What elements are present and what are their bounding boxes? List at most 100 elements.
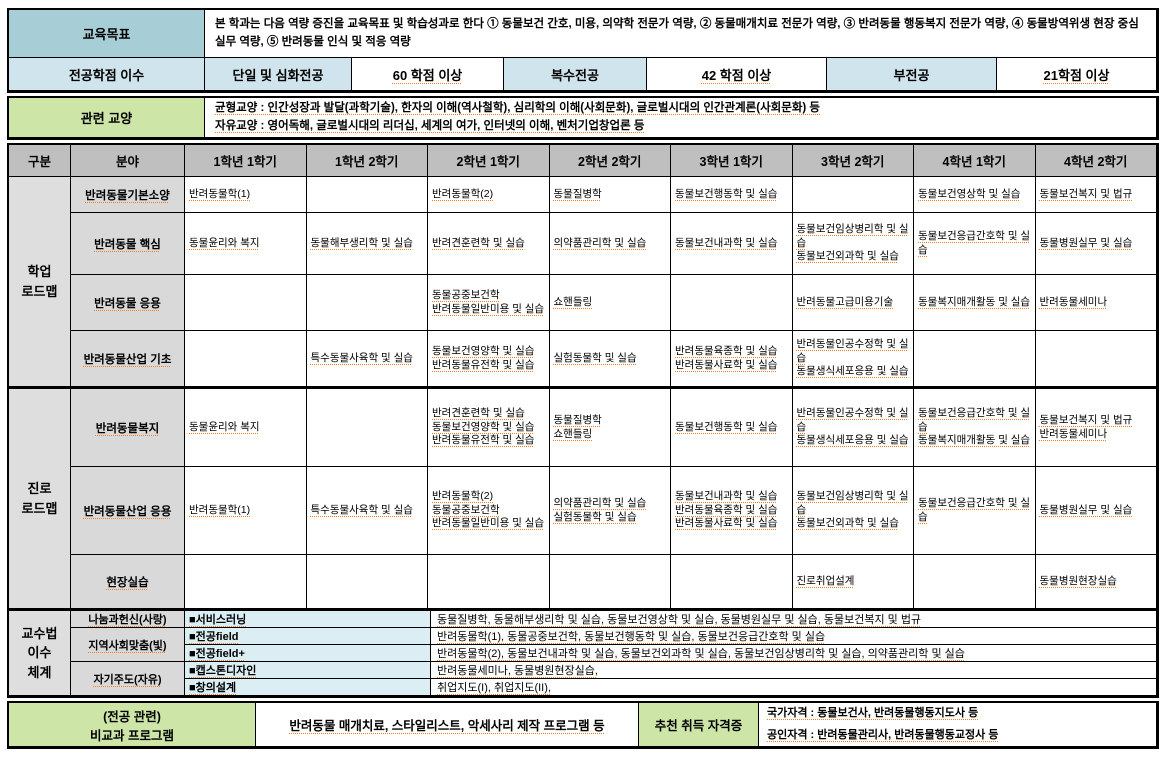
course-cell	[185, 331, 307, 387]
col-header: 1학년 2학기	[306, 145, 428, 177]
course-cell: 동물보건내과학 및 실습	[671, 213, 793, 275]
group-label-pedagogy: 교수법 이수 체계	[9, 611, 71, 696]
career-roadmap-section: 진로 로드맵 반려동물복지 동물윤리와 복지 반려견훈련학 및 실습 동물보건영…	[9, 389, 1157, 611]
course-cell: 동물보건임상병리학 및 실습 동물보건외과학 및 실습	[792, 467, 914, 555]
course-cell: 동물공중보건학 반려동물일반미용 및 실습	[428, 275, 550, 331]
pedagogy-method: ■캡스톤디자인	[185, 662, 431, 679]
course-cell: 동물병원현장실습	[1035, 555, 1157, 609]
col-header: 3학년 1학기	[671, 145, 793, 177]
credit-value: 21학점 이상	[997, 58, 1157, 91]
extracurricular-table: (전공 관련) 비교과 프로그램 반려동물 매개치료, 스타일리스트, 악세사리…	[7, 701, 1159, 749]
col-header: 4학년 2학기	[1035, 145, 1157, 177]
course-cell: 동물보건임상병리학 및 실습 동물보건외과학 및 실습	[792, 213, 914, 275]
course-cell	[914, 555, 1036, 609]
course-cell: 동물보건행동학 및 실습	[671, 389, 793, 467]
col-header: 분야	[71, 145, 185, 177]
course-cell: 동물보건응급간호학 및 실습	[914, 213, 1036, 275]
course-cell: 동물해부생리학 및 실습	[306, 213, 428, 275]
liberal-label: 관련 교양	[9, 98, 205, 138]
course-cell: 동물보건영상학 및 실습	[914, 177, 1036, 213]
col-header: 구분	[9, 145, 71, 177]
col-header: 3학년 2학기	[792, 145, 914, 177]
course-cell: 반려동물학(2)	[428, 177, 550, 213]
course-cell: 반려동물육종학 및 실습 반려동물사료학 및 실습	[671, 331, 793, 387]
credit-value: 42 학점 이상	[647, 58, 827, 91]
col-header: 1학년 1학기	[185, 145, 307, 177]
credits-row: 전공학점 이수 단일 및 심화전공 60 학점 이상 복수전공 42 학점 이상…	[9, 58, 1157, 91]
course-cell: 반려동물학(1)	[185, 467, 307, 555]
pedagogy-courses: 반려동물세미나, 동물병원현장실습,	[431, 662, 1157, 679]
course-cell	[671, 555, 793, 609]
course-cell: 의약품관리학 및 실습 실험동물학 및 실습	[549, 467, 671, 555]
course-cell	[1035, 331, 1157, 387]
course-cell: 동물질병학	[549, 177, 671, 213]
pedagogy-category: 자기주도(자유)	[71, 662, 185, 696]
course-cell: 특수동물사육학 및 실습	[306, 467, 428, 555]
course-cell	[306, 177, 428, 213]
goal-text: 본 학과는 다음 역량 증진을 교육목표 및 학습성과로 한다 ① 동물보건 간…	[205, 10, 1157, 58]
field-label: 반려동물 응용	[71, 275, 185, 331]
course-cell: 반려동물학(2) 동물공중보건학 반려동물일반미용 및 실습	[428, 467, 550, 555]
course-cell: 동물보건복지 및 법규 반려동물세미나	[1035, 389, 1157, 467]
col-header: 2학년 2학기	[549, 145, 671, 177]
course-cell: 동물병원실무 및 실습	[1035, 213, 1157, 275]
liberal-row: 관련 교양 균형교양 : 인간성장과 발달(과학기술), 한자의 이해(역사철학…	[9, 98, 1157, 138]
liberal-arts-table: 관련 교양 균형교양 : 인간성장과 발달(과학기술), 한자의 이해(역사철학…	[7, 96, 1159, 140]
course-cell: 동물보건응급간호학 및 실습 동물복지매개활동 및 실습	[914, 389, 1036, 467]
course-cell: 동물질병학 쇼핸들링	[549, 389, 671, 467]
roadmap-header-row: 구분 분야 1학년 1학기 1학년 2학기 2학년 1학기 2학년 2학기 3학…	[9, 145, 1157, 177]
course-cell	[306, 555, 428, 609]
credit-type-label: 복수전공	[504, 58, 647, 91]
liberal-text: 균형교양 : 인간성장과 발달(과학기술), 한자의 이해(역사철학), 심리학…	[205, 98, 1157, 138]
course-cell	[428, 555, 550, 609]
course-cell	[914, 331, 1036, 387]
roadmap-table: 구분 분야 1학년 1학기 1학년 2학기 2학년 1학기 2학년 2학기 3학…	[7, 143, 1159, 698]
goal-row: 교육목표 본 학과는 다음 역량 증진을 교육목표 및 학습성과로 한다 ① 동…	[9, 10, 1157, 58]
course-cell: 동물보건응급간호학 및 실습	[914, 467, 1036, 555]
course-cell	[792, 177, 914, 213]
course-cell: 동물보건영양학 및 실습 반려동물유전학 및 실습	[428, 331, 550, 387]
course-cell: 의약품관리학 및 실습	[549, 213, 671, 275]
pedagogy-courses: 취업지도(I), 취업지도(II),	[431, 679, 1157, 696]
course-cell	[549, 555, 671, 609]
course-cell: 반려동물학(1)	[185, 177, 307, 213]
pedagogy-method: ■전공field	[185, 628, 431, 645]
pedagogy-section: 교수법 이수 체계 나눔과헌신(사랑) ■서비스러닝 동물질병학, 동물해부생리…	[9, 611, 1157, 696]
col-header: 2학년 1학기	[428, 145, 550, 177]
course-cell: 동물복지매개활동 및 실습	[914, 275, 1036, 331]
course-cell	[306, 275, 428, 331]
course-cell: 반려동물인공수정학 및 실습 동물생식세포응용 및 실습	[792, 389, 914, 467]
credit-type-label: 부전공	[827, 58, 997, 91]
course-cell: 동물보건행동학 및 실습	[671, 177, 793, 213]
group-label-academic: 학업 로드맵	[9, 177, 71, 387]
course-cell	[185, 555, 307, 609]
credit-type-label: 단일 및 심화전공	[205, 58, 352, 91]
extracurricular-programs: 반려동물 매개치료, 스타일리스트, 악세사리 제작 프로그램 등	[256, 703, 639, 747]
field-label: 반려동물산업 응용	[71, 467, 185, 555]
field-label: 반려동물복지	[71, 389, 185, 467]
course-cell: 특수동물사육학 및 실습	[306, 331, 428, 387]
course-cell: 실험동물학 및 실습	[549, 331, 671, 387]
course-cell: 동물병원실무 및 실습	[1035, 467, 1157, 555]
credit-value: 60 학점 이상	[352, 58, 504, 91]
course-cell: 반려동물세미나	[1035, 275, 1157, 331]
pedagogy-category: 지역사회맞춤(빛)	[71, 628, 185, 662]
col-header: 4학년 1학기	[914, 145, 1036, 177]
course-cell: 동물윤리와 복지	[185, 389, 307, 467]
cert-label: 추천 취득 자격증	[639, 703, 759, 747]
field-label: 반려동물산업 기초	[71, 331, 185, 387]
course-cell: 반려동물고급미용기술	[792, 275, 914, 331]
extracurricular-row: (전공 관련) 비교과 프로그램 반려동물 매개치료, 스타일리스트, 악세사리…	[9, 703, 1157, 747]
course-cell	[306, 389, 428, 467]
field-label: 반려동물 핵심	[71, 213, 185, 275]
goal-credits-table: 교육목표 본 학과는 다음 역량 증진을 교육목표 및 학습성과로 한다 ① 동…	[7, 8, 1159, 93]
group-label-career: 진로 로드맵	[9, 389, 71, 609]
course-cell: 반려동물인공수정학 및 실습 동물생식세포응용 및 실습	[792, 331, 914, 387]
pedagogy-method: ■서비스러닝	[185, 611, 431, 628]
extracurricular-label: (전공 관련) 비교과 프로그램	[9, 703, 256, 747]
course-cell: 쇼핸들링	[549, 275, 671, 331]
goal-label: 교육목표	[9, 10, 205, 58]
credits-label: 전공학점 이수	[9, 58, 205, 91]
academic-roadmap-section: 학업 로드맵 반려동물기본소양 반려동물학(1) 반려동물학(2) 동물질병학 …	[9, 177, 1157, 389]
